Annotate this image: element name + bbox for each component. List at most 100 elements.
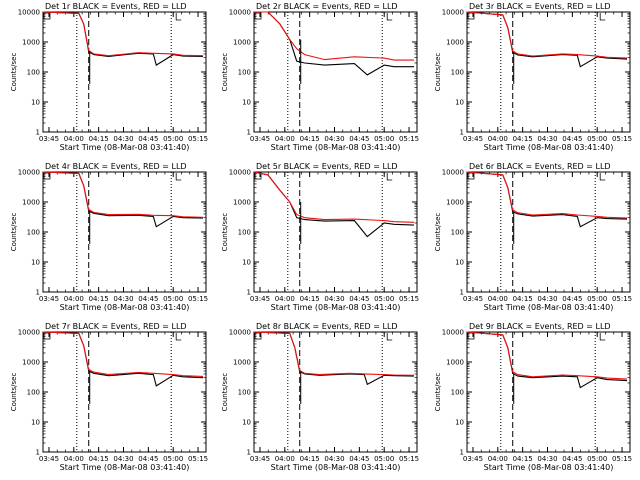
x-tick-label: 05:15 (399, 295, 419, 303)
plot-frame (42, 331, 207, 453)
lld-series-line (42, 11, 204, 57)
corner-marker (386, 13, 393, 21)
y-tick-label: 10000 (18, 329, 40, 337)
y-axis-label: Counts/sec (434, 373, 442, 412)
x-tick-label: 04:30 (537, 455, 557, 463)
x-tick-label: 04:45 (349, 135, 369, 143)
x-tick-label: 04:00 (275, 135, 295, 143)
corner-marker (386, 333, 393, 341)
x-tick-label: 04:45 (349, 455, 369, 463)
x-tick-label: 04:30 (113, 455, 133, 463)
panel-1: Det 1r BLACK = Events, RED = LLD 1 10 100 10… (10, 2, 208, 152)
corner-marker (175, 173, 182, 181)
x-tick-label: 04:15 (513, 455, 533, 463)
lld-series-line (466, 171, 628, 219)
x-tick-label: 05:15 (399, 135, 419, 143)
x-tick-label: 04:00 (488, 135, 508, 143)
x-tick-label: 03:45 (463, 295, 483, 303)
x-tick-label: 05:00 (374, 135, 394, 143)
x-tick-label: 05:15 (188, 455, 208, 463)
y-axis-label: Counts/sec (221, 373, 229, 412)
corner-marker (467, 332, 475, 340)
y-tick-label: 100 (27, 389, 40, 397)
x-axis-label: Start Time (08-Mar-08 03:41:40) (271, 143, 401, 152)
x-tick-label: 04:00 (275, 455, 295, 463)
x-tick-label: 05:15 (612, 295, 632, 303)
y-tick-label: 10000 (229, 169, 251, 177)
y-tick-label: 1 (460, 129, 464, 137)
y-tick-label: 100 (238, 229, 251, 237)
plot-frame (42, 11, 207, 133)
y-tick-label: 10000 (442, 329, 464, 337)
corner-marker (467, 12, 475, 20)
y-tick-label: 10 (242, 259, 251, 267)
panel-title: Det 1r BLACK = Events, RED = LLD (45, 2, 187, 11)
x-tick-label: 04:15 (513, 135, 533, 143)
y-tick-label: 1 (460, 449, 464, 457)
x-tick-label: 04:30 (537, 295, 557, 303)
corner-marker (175, 333, 182, 341)
corner-marker (599, 13, 606, 21)
lld-series-line (42, 331, 204, 377)
y-tick-label: 10000 (229, 9, 251, 17)
y-tick-label: 1 (36, 449, 40, 457)
x-tick-label: 04:15 (89, 135, 109, 143)
y-tick-label: 100 (27, 69, 40, 77)
y-tick-label: 1000 (446, 359, 464, 367)
x-tick-label: 04:00 (488, 455, 508, 463)
y-tick-label: 100 (451, 69, 464, 77)
panel-5: Det 5r BLACK = Events, RED = LLD 1 10 100 10… (221, 162, 419, 312)
y-tick-label: 10 (455, 419, 464, 427)
y-tick-label: 10000 (18, 9, 40, 17)
panel-title: Det 5r BLACK = Events, RED = LLD (256, 162, 398, 171)
y-tick-label: 1 (247, 449, 251, 457)
y-tick-label: 10 (455, 99, 464, 107)
y-tick-label: 100 (238, 389, 251, 397)
y-axis-label: Counts/sec (10, 213, 18, 252)
y-axis-label: Counts/sec (434, 53, 442, 92)
x-axis-label: Start Time (08-Mar-08 03:41:40) (60, 463, 190, 472)
y-tick-label: 1000 (22, 39, 40, 47)
x-tick-label: 03:45 (463, 135, 483, 143)
x-tick-label: 04:45 (562, 455, 582, 463)
y-axis-label: Counts/sec (221, 213, 229, 252)
lld-series-line (253, 171, 415, 223)
panel-title: Det 8r BLACK = Events, RED = LLD (256, 322, 398, 331)
panel-title: Det 6r BLACK = Events, RED = LLD (469, 162, 611, 171)
x-tick-label: 04:30 (537, 135, 557, 143)
y-tick-label: 10 (242, 419, 251, 427)
plot-frame (42, 171, 207, 293)
y-tick-label: 1000 (233, 359, 251, 367)
panel-9: Det 9r BLACK = Events, RED = LLD 1 10 100 10… (434, 322, 632, 472)
y-tick-label: 1000 (233, 199, 251, 207)
x-tick-label: 04:15 (89, 455, 109, 463)
y-axis-label: Counts/sec (434, 213, 442, 252)
plot-frame (253, 11, 418, 133)
x-tick-label: 04:45 (349, 295, 369, 303)
y-tick-label: 1000 (446, 199, 464, 207)
x-tick-label: 05:00 (374, 455, 394, 463)
y-tick-label: 10 (31, 419, 40, 427)
corner-marker (43, 332, 51, 340)
y-tick-label: 10 (242, 99, 251, 107)
y-tick-label: 1000 (233, 39, 251, 47)
y-tick-label: 1000 (22, 199, 40, 207)
corner-marker (254, 12, 262, 20)
y-tick-label: 10 (31, 259, 40, 267)
y-tick-label: 100 (238, 69, 251, 77)
corner-marker (599, 333, 606, 341)
y-axis-label: Counts/sec (221, 53, 229, 92)
corner-marker (43, 172, 51, 180)
x-tick-label: 05:00 (163, 135, 183, 143)
y-axis-label: Counts/sec (10, 373, 18, 412)
panel-title: Det 4r BLACK = Events, RED = LLD (45, 162, 187, 171)
x-tick-label: 04:00 (275, 295, 295, 303)
x-tick-label: 04:00 (64, 455, 84, 463)
x-tick-label: 04:45 (562, 295, 582, 303)
panel-title: Det 9r BLACK = Events, RED = LLD (469, 322, 611, 331)
x-tick-label: 04:00 (64, 295, 84, 303)
y-tick-label: 1000 (446, 39, 464, 47)
x-axis-label: Start Time (08-Mar-08 03:41:40) (271, 303, 401, 312)
x-tick-label: 05:15 (188, 135, 208, 143)
